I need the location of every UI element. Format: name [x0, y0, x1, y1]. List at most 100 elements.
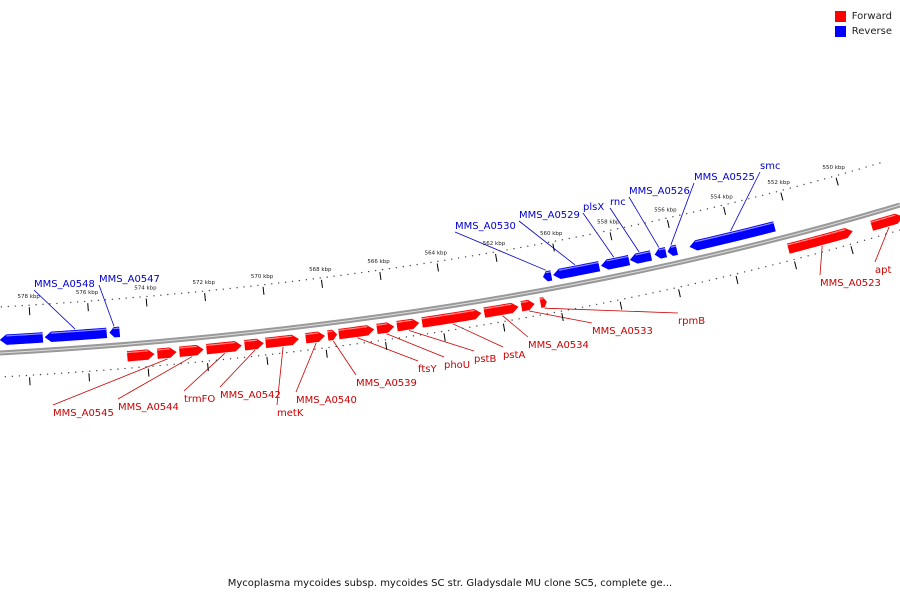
minor-tick — [349, 344, 351, 346]
major-tick — [88, 373, 90, 382]
gene-label: MMS_A0539 — [356, 378, 417, 389]
minor-tick — [395, 266, 398, 269]
gene-leader-line — [670, 182, 695, 246]
minor-tick — [319, 277, 321, 279]
kbp-tick-label: 550 kbp — [822, 165, 845, 171]
gene-leader-line — [502, 315, 529, 338]
major-tick — [379, 271, 382, 281]
kbp-tick-label: 554 kbp — [710, 194, 733, 200]
major-tick — [735, 275, 739, 284]
minor-tick — [89, 370, 91, 372]
gene-leader-line — [518, 220, 576, 266]
minor-tick — [388, 267, 391, 270]
minor-tick — [870, 237, 873, 240]
minor-tick — [567, 309, 570, 311]
minor-tick — [527, 245, 529, 247]
gene-leader-line — [628, 196, 660, 248]
gene-leader-line — [819, 245, 823, 276]
gene-label: phoU — [444, 360, 470, 371]
minor-tick — [796, 185, 798, 188]
gene-leader-line — [332, 340, 357, 376]
minor-tick — [160, 294, 162, 296]
minor-tick — [104, 299, 107, 301]
minor-tick — [236, 357, 239, 359]
minor-tick — [180, 292, 183, 294]
minor-tick — [596, 232, 598, 234]
minor-tick — [772, 264, 774, 266]
major-tick — [436, 263, 439, 272]
minor-tick — [194, 291, 197, 293]
minor-tick — [14, 305, 16, 307]
gene-label: MMS_A0525 — [694, 172, 755, 183]
minor-tick — [125, 297, 127, 299]
minor-tick — [103, 369, 105, 371]
gene-leader-line — [452, 323, 504, 348]
minor-tick — [686, 212, 688, 215]
minor-tick — [82, 371, 84, 373]
minor-tick — [384, 339, 387, 341]
forward-gene — [420, 308, 483, 329]
reverse-gene — [542, 269, 553, 283]
minor-tick — [194, 361, 196, 363]
minor-tick — [286, 351, 288, 354]
minor-tick — [361, 271, 363, 274]
minor-tick — [462, 327, 464, 329]
minor-tick — [229, 358, 232, 360]
minor-tick — [589, 233, 591, 236]
minor-tick — [335, 345, 337, 348]
forward-gene — [869, 213, 900, 232]
minor-tick — [858, 168, 860, 170]
minor-tick — [499, 250, 501, 252]
legend-reverse: Reverse — [834, 24, 892, 39]
kbp-tick-label: 566 kbp — [367, 259, 390, 265]
major-tick — [502, 323, 506, 332]
minor-tick — [863, 239, 866, 242]
forward-gene — [482, 302, 520, 319]
backbone-highlight — [0, 204, 900, 354]
kbp-tick-label: 570 kbp — [251, 274, 274, 280]
minor-tick — [851, 170, 854, 172]
minor-tick — [539, 314, 541, 316]
major-tick — [561, 313, 564, 322]
minor-tick — [652, 292, 654, 294]
gene-leader-line — [609, 207, 640, 253]
gene-label: MMS_A0533 — [592, 326, 653, 337]
minor-tick — [60, 372, 63, 374]
minor-tick — [457, 257, 460, 259]
reverse-gene — [628, 249, 653, 265]
minor-tick — [497, 321, 499, 324]
forward-gene — [304, 330, 326, 345]
gene-label: pstB — [474, 354, 496, 365]
reverse-gene — [666, 243, 679, 257]
minor-tick — [440, 330, 443, 333]
minor-tick — [437, 260, 439, 263]
minor-tick — [381, 268, 384, 271]
gene-leader-line — [874, 226, 890, 263]
minor-tick — [166, 364, 168, 366]
gene-label: MMS_A0547 — [99, 274, 160, 285]
minor-tick — [145, 366, 147, 368]
minor-tick — [476, 325, 478, 327]
kbp-tick-label: 572 kbp — [193, 280, 216, 286]
gene-label: MMS_A0529 — [519, 210, 580, 221]
minor-tick — [603, 230, 605, 233]
major-tick — [609, 232, 613, 241]
minor-tick — [451, 258, 453, 260]
major-tick — [443, 333, 446, 342]
minor-tick — [21, 304, 23, 307]
minor-tick — [699, 209, 702, 212]
forward-gene — [205, 340, 243, 355]
minor-tick — [680, 285, 682, 288]
gene-label: MMS_A0530 — [455, 221, 516, 232]
minor-tick — [187, 362, 189, 364]
gene-label: MMS_A0548 — [34, 279, 95, 290]
minor-tick — [173, 363, 175, 365]
minor-tick — [506, 249, 508, 251]
forward-gene — [337, 324, 376, 340]
kbp-tick-label: 560 kbp — [540, 231, 563, 237]
minor-tick — [67, 372, 70, 374]
major-tick — [207, 363, 209, 372]
minor-tick — [370, 341, 372, 343]
major-tick — [678, 289, 681, 298]
